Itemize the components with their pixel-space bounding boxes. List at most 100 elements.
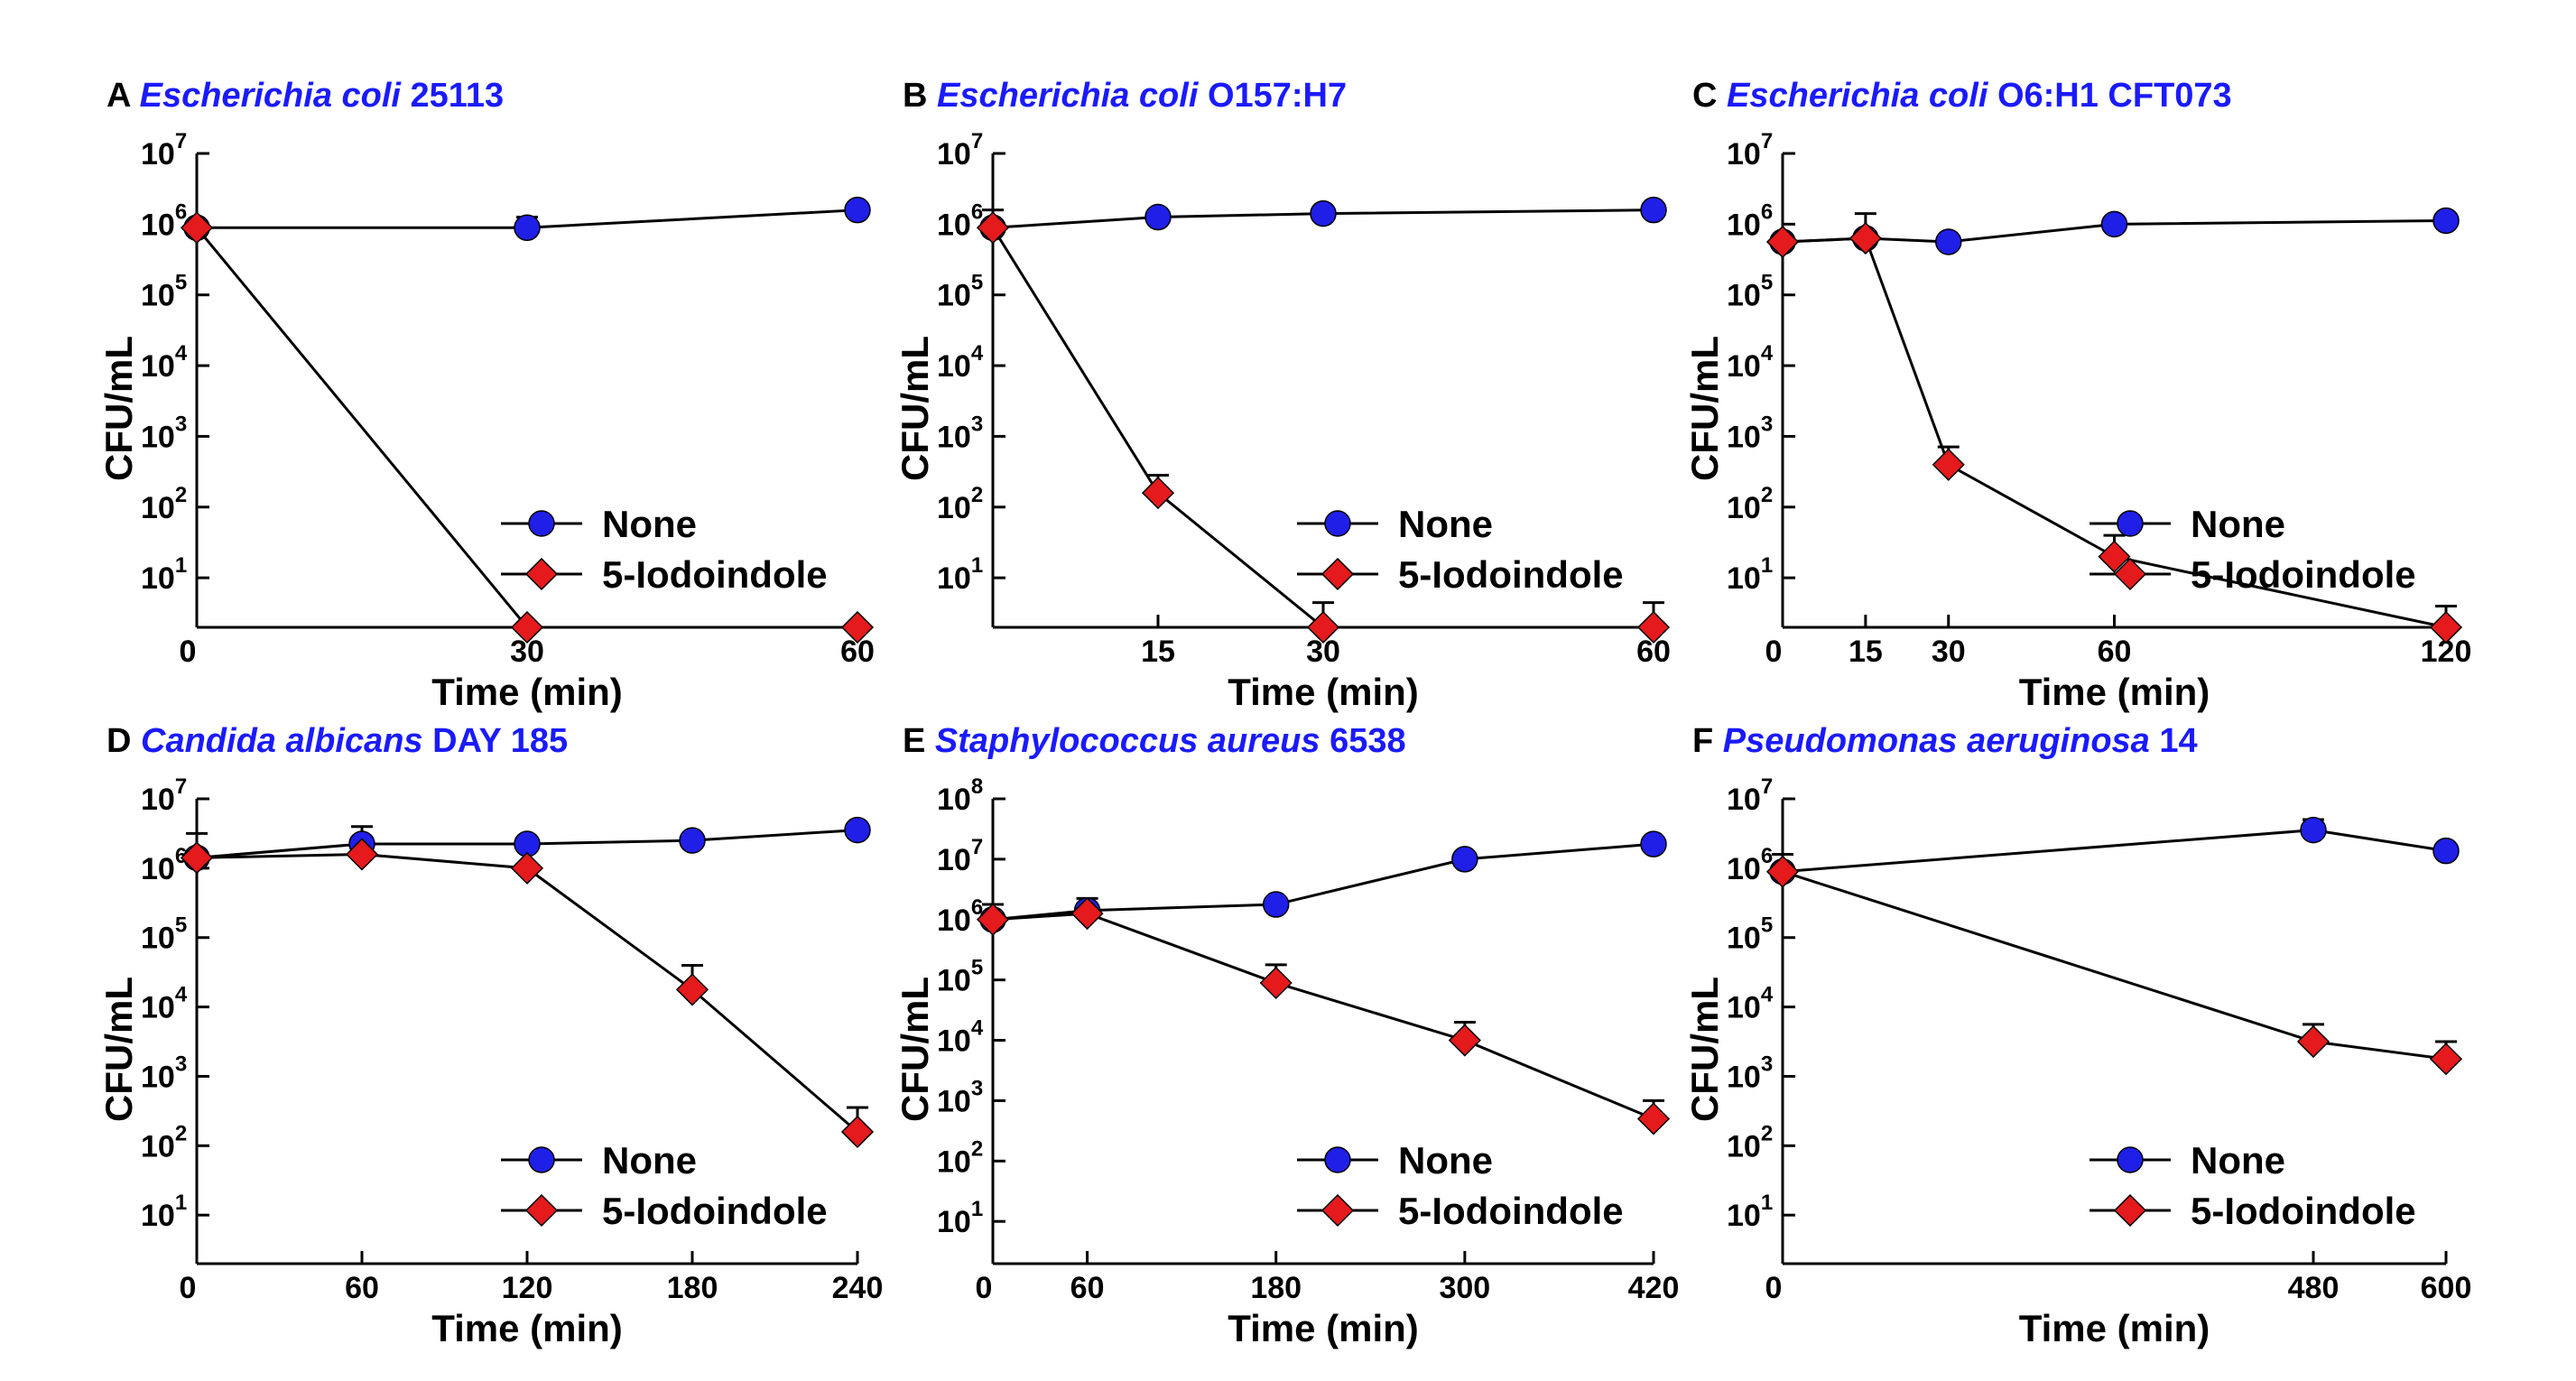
series-iodoindole xyxy=(180,838,875,1149)
panel-e: E Staphylococcus aureus 6538 101 102 103 104… xyxy=(894,722,1679,1349)
data-point-circle xyxy=(514,214,541,242)
x-tick-label: 0 xyxy=(1765,635,1783,669)
y-tick-label: 106 xyxy=(937,199,983,242)
data-point-diamond xyxy=(1849,221,1882,255)
panel-title: D Candida albicans DAY 185 xyxy=(107,722,568,760)
y-tick-label: 107 xyxy=(1727,774,1773,817)
legend-marker-circle xyxy=(528,510,555,537)
organism-name: Staphylococcus aureus xyxy=(935,722,1320,760)
data-point-diamond xyxy=(2098,540,2131,573)
organism-name: Pseudomonas aeruginosa xyxy=(1723,722,2150,760)
data-point-circle xyxy=(2300,816,2327,844)
data-point-diamond xyxy=(976,211,1010,245)
panel-d: D Candida albicans DAY 185 101 102 103 104 10… xyxy=(97,722,883,1349)
legend-label: None xyxy=(1398,503,1493,545)
data-point-circle xyxy=(844,196,871,224)
data-point-diamond xyxy=(2429,1043,2463,1076)
legend-marker-circle xyxy=(2117,1146,2144,1173)
x-tick-label: 480 xyxy=(2288,1271,2340,1305)
legend: None 5-Iodoindole xyxy=(2090,1139,2416,1232)
y-tick-label: 108 xyxy=(937,774,983,817)
panel-title: B Escherichia coli O157:H7 xyxy=(903,77,1347,115)
x-tick-label: 60 xyxy=(1070,1271,1105,1305)
series-iodoindole xyxy=(976,211,1671,644)
legend-marker-diamond xyxy=(524,1193,559,1228)
data-point-diamond xyxy=(1765,225,1800,259)
data-point-circle xyxy=(1640,196,1667,224)
x-tick-label: 0 xyxy=(180,1271,197,1305)
x-tick-label: 0 xyxy=(976,1271,993,1305)
data-point-diamond xyxy=(976,903,1010,936)
x-axis-title: Time (min) xyxy=(431,1307,623,1349)
y-tick-label: 105 xyxy=(141,271,187,313)
series-iodoindole xyxy=(976,897,1671,1135)
legend-label: None xyxy=(602,503,697,545)
organism-name: Escherichia coli xyxy=(937,77,1200,115)
data-point-diamond xyxy=(1141,477,1175,510)
y-tick-label: 106 xyxy=(1727,199,1773,242)
organism-name: Candida albicans xyxy=(141,722,423,760)
y-tick-label: 105 xyxy=(937,271,983,313)
legend: None 5-Iodoindole xyxy=(501,503,828,596)
organism-name: Escherichia coli xyxy=(140,77,403,115)
legend: None 5-Iodoindole xyxy=(501,1139,828,1232)
data-point-diamond xyxy=(1765,855,1800,888)
legend-label: 5-Iodoindole xyxy=(2191,1190,2416,1232)
panel-letter: C xyxy=(1692,77,1717,115)
x-origin-label: 0 xyxy=(180,635,197,669)
y-tick-label: 104 xyxy=(141,341,188,384)
y-tick-label: 103 xyxy=(1727,1052,1773,1094)
series-none xyxy=(1769,816,2460,885)
x-tick-label: 15 xyxy=(1141,635,1175,669)
y-tick-label: 105 xyxy=(1727,271,1773,313)
y-tick-label: 102 xyxy=(1727,1121,1773,1163)
organism-strain: O6:H1 CFT073 xyxy=(1988,77,2231,115)
organism-name: Escherichia coli xyxy=(1727,77,1989,115)
panel-c: C Escherichia coli O6:H1 CFT073 101 102 103… xyxy=(1683,77,2471,713)
panel-b: B Escherichia coli O157:H7 101 102 103 104 10… xyxy=(894,77,1671,713)
y-tick-label: 101 xyxy=(937,1197,983,1239)
y-axis-title: CFU/mL xyxy=(1683,336,1726,481)
y-tick-label: 101 xyxy=(1727,1191,1773,1233)
y-tick-label: 101 xyxy=(141,1191,187,1233)
x-axis-title: Time (min) xyxy=(1228,1307,1419,1349)
y-tick-label: 107 xyxy=(141,774,187,817)
y-tick-label: 103 xyxy=(141,412,187,454)
data-point-diamond xyxy=(675,973,709,1006)
y-tick-label: 104 xyxy=(141,983,188,1025)
y-tick-label: 102 xyxy=(141,1121,187,1163)
legend-marker-diamond xyxy=(1320,557,1355,591)
y-tick-label: 107 xyxy=(1727,129,1773,171)
x-tick-label: 300 xyxy=(1439,1271,1490,1305)
legend-label: None xyxy=(602,1139,697,1182)
y-tick-label: 104 xyxy=(1727,983,1774,1025)
series-iodoindole xyxy=(180,211,875,644)
y-tick-label: 106 xyxy=(141,844,187,886)
data-point-diamond xyxy=(1448,1024,1481,1057)
legend-label: None xyxy=(2191,503,2285,545)
data-point-circle xyxy=(1262,891,1290,918)
series-iodoindole xyxy=(1765,855,2463,1076)
panel-letter: B xyxy=(903,77,927,115)
y-tick-label: 106 xyxy=(1727,844,1773,886)
y-tick-label: 102 xyxy=(1727,483,1773,525)
y-tick-label: 107 xyxy=(937,129,983,171)
y-tick-label: 107 xyxy=(937,835,983,877)
data-point-circle xyxy=(844,816,871,844)
x-tick-label: 600 xyxy=(2421,1271,2472,1305)
y-tick-label: 107 xyxy=(141,129,187,171)
series-line xyxy=(1782,829,2447,874)
data-point-diamond xyxy=(510,610,544,644)
y-tick-label: 101 xyxy=(1727,553,1773,596)
x-tick-label: 240 xyxy=(832,1271,884,1305)
legend-marker-diamond xyxy=(524,557,559,591)
organism-strain: 6538 xyxy=(1320,722,1406,760)
x-tick-label: 120 xyxy=(502,1271,553,1305)
legend-label: 5-Iodoindole xyxy=(602,1190,828,1232)
panel-letter: A xyxy=(107,77,131,115)
organism-strain: DAY 185 xyxy=(423,722,569,760)
y-tick-label: 103 xyxy=(1727,412,1773,454)
legend-label: 5-Iodoindole xyxy=(2191,553,2416,596)
legend: None 5-Iodoindole xyxy=(1297,503,1624,596)
